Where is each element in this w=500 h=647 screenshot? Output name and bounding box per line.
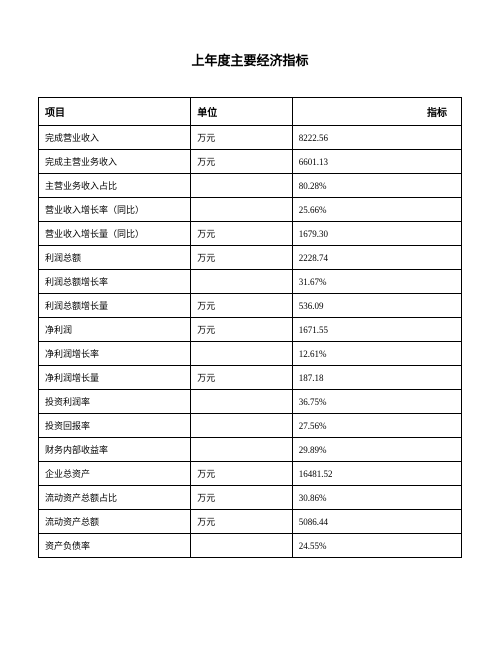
cell-item: 财务内部收益率 [39, 438, 191, 462]
table-row: 净利润增长量万元187.18 [39, 366, 462, 390]
table-row: 流动资产总额万元5086.44 [39, 510, 462, 534]
table-row: 完成营业收入万元8222.56 [39, 126, 462, 150]
cell-unit: 万元 [191, 126, 293, 150]
cell-value: 1671.55 [292, 318, 461, 342]
cell-item: 净利润增长率 [39, 342, 191, 366]
table-row: 主营业务收入占比 80.28% [39, 174, 462, 198]
cell-unit [191, 198, 293, 222]
cell-value: 2228.74 [292, 246, 461, 270]
table-row: 流动资产总额占比万元30.86% [39, 486, 462, 510]
table-row: 营业收入增长量（同比）万元1679.30 [39, 222, 462, 246]
table-row: 投资利润率 36.75% [39, 390, 462, 414]
cell-value: 8222.56 [292, 126, 461, 150]
cell-value: 1679.30 [292, 222, 461, 246]
table-row: 完成主营业务收入万元6601.13 [39, 150, 462, 174]
cell-unit [191, 174, 293, 198]
table-row: 财务内部收益率 29.89% [39, 438, 462, 462]
cell-value: 16481.52 [292, 462, 461, 486]
cell-item: 企业总资产 [39, 462, 191, 486]
cell-value: 24.55% [292, 534, 461, 558]
table-row: 资产负债率 24.55% [39, 534, 462, 558]
cell-item: 营业收入增长率（同比） [39, 198, 191, 222]
table-row: 利润总额增长率 31.67% [39, 270, 462, 294]
cell-item: 投资利润率 [39, 390, 191, 414]
table-row: 利润总额万元2228.74 [39, 246, 462, 270]
cell-item: 净利润 [39, 318, 191, 342]
cell-item: 投资回报率 [39, 414, 191, 438]
cell-unit: 万元 [191, 294, 293, 318]
cell-item: 营业收入增长量（同比） [39, 222, 191, 246]
cell-unit [191, 342, 293, 366]
table-row: 利润总额增长量万元536.09 [39, 294, 462, 318]
cell-value: 29.89% [292, 438, 461, 462]
page-title: 上年度主要经济指标 [38, 50, 462, 69]
cell-value: 12.61% [292, 342, 461, 366]
cell-value: 536.09 [292, 294, 461, 318]
cell-item: 完成营业收入 [39, 126, 191, 150]
cell-value: 25.66% [292, 198, 461, 222]
cell-item: 利润总额增长率 [39, 270, 191, 294]
cell-unit [191, 414, 293, 438]
cell-item: 完成主营业务收入 [39, 150, 191, 174]
table-row: 营业收入增长率（同比） 25.66% [39, 198, 462, 222]
cell-value: 30.86% [292, 486, 461, 510]
economic-indicators-table: 项目 单位 指标 完成营业收入万元8222.56完成主营业务收入万元6601.1… [38, 97, 462, 558]
table-row: 企业总资产万元16481.52 [39, 462, 462, 486]
cell-unit [191, 270, 293, 294]
cell-value: 27.56% [292, 414, 461, 438]
cell-item: 利润总额 [39, 246, 191, 270]
cell-unit: 万元 [191, 366, 293, 390]
cell-unit: 万元 [191, 510, 293, 534]
table-row: 投资回报率 27.56% [39, 414, 462, 438]
cell-unit: 万元 [191, 486, 293, 510]
cell-item: 利润总额增长量 [39, 294, 191, 318]
cell-unit [191, 438, 293, 462]
table-header-row: 项目 单位 指标 [39, 98, 462, 126]
cell-unit: 万元 [191, 246, 293, 270]
cell-value: 6601.13 [292, 150, 461, 174]
cell-value: 187.18 [292, 366, 461, 390]
cell-unit: 万元 [191, 150, 293, 174]
table-row: 净利润万元1671.55 [39, 318, 462, 342]
cell-value: 36.75% [292, 390, 461, 414]
cell-item: 流动资产总额占比 [39, 486, 191, 510]
cell-item: 主营业务收入占比 [39, 174, 191, 198]
cell-unit: 万元 [191, 318, 293, 342]
header-value: 指标 [292, 98, 461, 126]
table-row: 净利润增长率 12.61% [39, 342, 462, 366]
cell-unit: 万元 [191, 462, 293, 486]
cell-value: 31.67% [292, 270, 461, 294]
cell-item: 流动资产总额 [39, 510, 191, 534]
header-unit: 单位 [191, 98, 293, 126]
cell-unit [191, 390, 293, 414]
header-item: 项目 [39, 98, 191, 126]
cell-item: 资产负债率 [39, 534, 191, 558]
cell-item: 净利润增长量 [39, 366, 191, 390]
cell-value: 5086.44 [292, 510, 461, 534]
cell-unit [191, 534, 293, 558]
cell-value: 80.28% [292, 174, 461, 198]
cell-unit: 万元 [191, 222, 293, 246]
